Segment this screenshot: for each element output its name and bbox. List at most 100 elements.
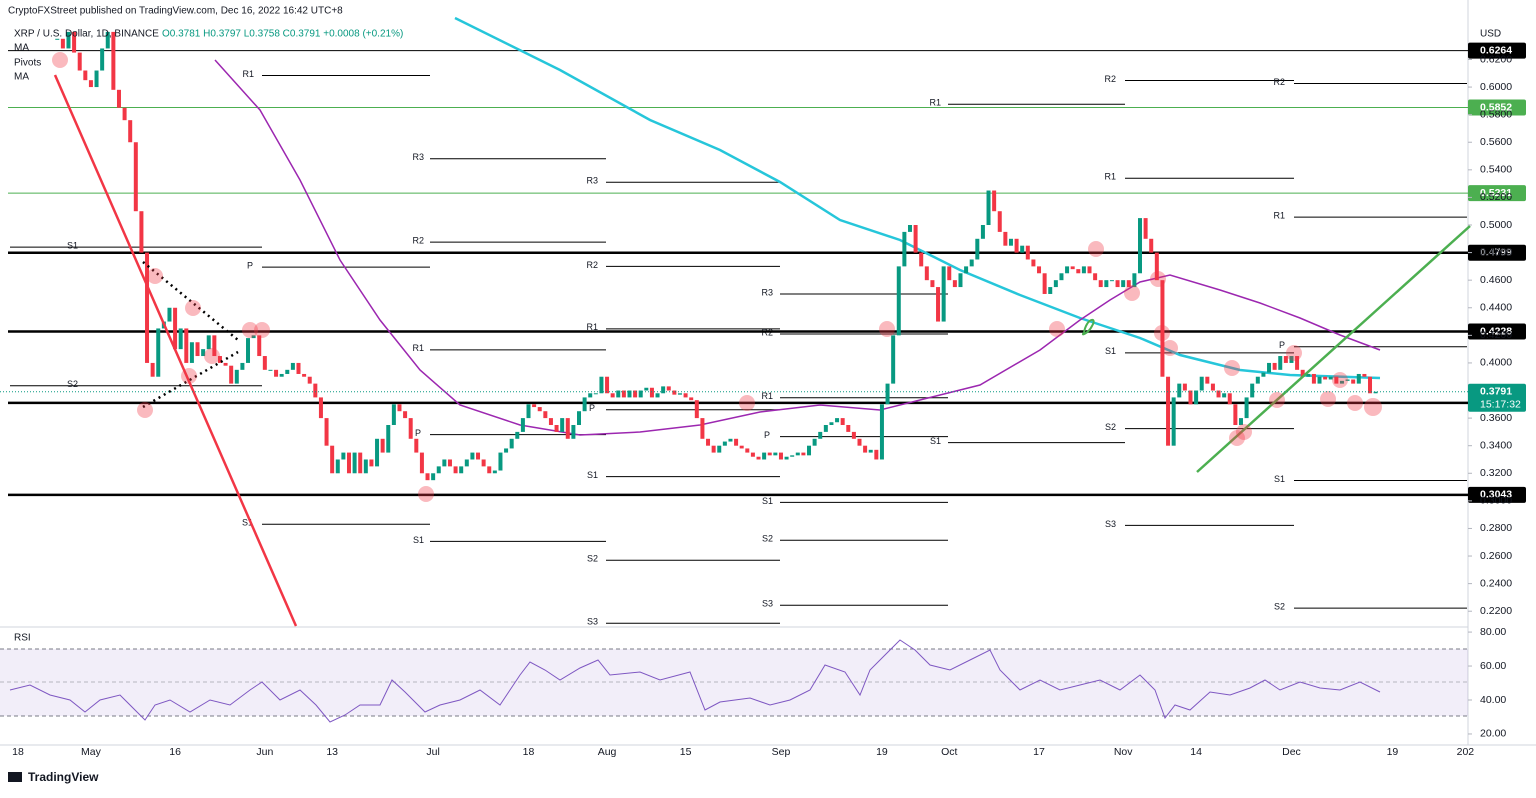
candle	[1199, 376, 1204, 391]
candle	[1087, 266, 1092, 274]
candle	[363, 459, 368, 474]
candle	[807, 445, 812, 456]
x-tick-label: 202	[1457, 746, 1475, 758]
candle	[1272, 362, 1277, 370]
candle	[1328, 376, 1333, 380]
candle	[60, 38, 65, 49]
candle	[1138, 218, 1142, 274]
candle	[1205, 376, 1210, 384]
candle	[537, 407, 542, 412]
pivot-label: R1	[412, 343, 424, 353]
pivot-label: R3	[761, 287, 773, 297]
candle	[262, 356, 267, 370]
x-tick-label: 14	[1190, 746, 1202, 758]
candle	[672, 390, 677, 395]
candle	[627, 390, 632, 398]
candle	[55, 38, 60, 40]
candle	[352, 452, 357, 474]
candle	[515, 431, 520, 439]
candle	[689, 397, 694, 401]
candle	[1317, 376, 1322, 384]
candle	[1115, 280, 1120, 288]
candle	[133, 142, 138, 212]
candle	[375, 438, 380, 467]
y-tick-label: 0.5600	[1480, 136, 1512, 148]
candle	[795, 452, 800, 456]
pivot-label: R2	[412, 235, 424, 245]
candle	[1255, 376, 1260, 384]
candle	[290, 362, 295, 370]
candle	[947, 266, 952, 281]
pivot-label: R3	[586, 176, 598, 186]
candle	[279, 373, 284, 377]
candle	[1244, 397, 1249, 419]
candle	[1351, 379, 1356, 384]
candle	[986, 190, 991, 225]
x-tick-label: 18	[12, 746, 24, 758]
candle	[980, 225, 985, 239]
candle	[229, 365, 234, 384]
candle	[1126, 280, 1131, 288]
y-tick-label: 0.2600	[1480, 550, 1512, 562]
y-tick-label: 0.5400	[1480, 164, 1512, 176]
candle	[83, 70, 88, 81]
candle	[969, 259, 974, 267]
y-tick-label: 0.3600	[1480, 412, 1512, 424]
y-tick-label: 0.5200	[1480, 191, 1512, 203]
y-tick-label: 0.3400	[1480, 439, 1512, 451]
candle	[105, 31, 110, 49]
candle	[1210, 383, 1215, 391]
y-tick-label: 0.3200	[1480, 467, 1512, 479]
candle	[734, 438, 739, 446]
candle	[1283, 356, 1288, 363]
level-tag	[1468, 486, 1526, 503]
candle	[498, 452, 503, 471]
candle	[801, 452, 806, 456]
rsi-tick-label: 60.00	[1480, 660, 1506, 672]
pivot-label: P	[415, 428, 421, 438]
candle	[907, 225, 912, 232]
candle	[1143, 218, 1148, 239]
candle	[1345, 379, 1350, 381]
y-tick-label: 0.2400	[1480, 577, 1512, 589]
candle	[885, 383, 890, 405]
x-tick-label: 13	[326, 746, 338, 758]
candle	[1356, 373, 1361, 384]
candle	[610, 393, 615, 398]
y-tick-label: 0.4800	[1480, 246, 1512, 258]
candle	[346, 452, 351, 474]
symbol-title: XRP / U.S. Dollar, 1D, BINANCE	[14, 29, 159, 40]
pivot-label: S1	[1105, 346, 1116, 356]
candle-layer	[55, 31, 1378, 481]
candle	[958, 273, 963, 288]
countdown: 15:17:32	[1480, 399, 1521, 411]
candle	[1081, 266, 1086, 274]
candle	[784, 456, 789, 460]
candle	[975, 238, 980, 260]
candle	[217, 356, 222, 363]
x-tick-label: 17	[1033, 746, 1045, 758]
candle	[341, 452, 346, 460]
pivot-label: R2	[1273, 77, 1285, 87]
rsi-title: RSI	[14, 633, 31, 644]
candle	[302, 373, 307, 377]
y-tick-label: 0.6000	[1480, 81, 1512, 93]
rsi-tick-label: 80.00	[1480, 626, 1506, 638]
x-tick-label: 15	[680, 746, 692, 758]
candle	[173, 307, 178, 350]
candle	[1121, 280, 1126, 288]
candle	[649, 387, 654, 398]
candle	[722, 441, 727, 446]
x-tick-label: Nov	[1114, 746, 1133, 758]
candle	[1160, 280, 1165, 377]
candle	[397, 404, 402, 412]
candle	[201, 349, 206, 357]
level-label: 0.4799	[1480, 247, 1512, 259]
candle	[930, 280, 935, 288]
candle	[655, 393, 660, 398]
candle	[1300, 369, 1305, 377]
candle	[952, 280, 957, 288]
candle	[1334, 376, 1339, 384]
candle	[318, 397, 323, 419]
y-tick-label: 0.4200	[1480, 329, 1512, 341]
